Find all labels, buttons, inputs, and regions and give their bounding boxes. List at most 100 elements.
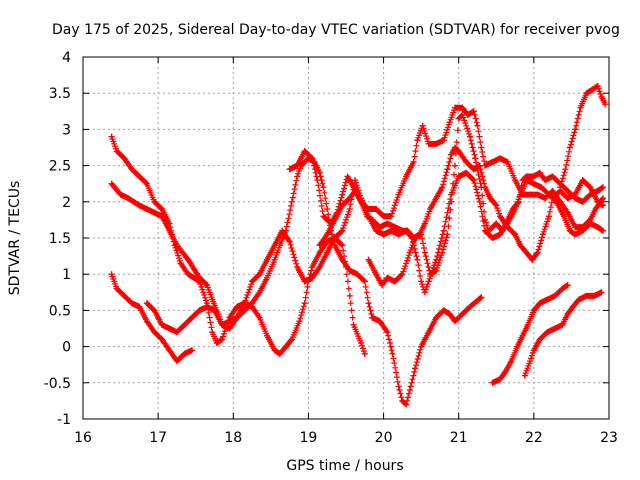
y-tick-label: 2 xyxy=(62,195,71,211)
data-point xyxy=(373,227,380,234)
series-track-5 xyxy=(286,104,606,231)
data-point xyxy=(433,195,440,202)
y-tick-label: 4 xyxy=(62,50,71,66)
data-point xyxy=(421,249,428,256)
data-point xyxy=(143,318,150,325)
data-point xyxy=(512,177,519,184)
chart-title: Day 175 of 2025, Sidereal Day-to-day VTE… xyxy=(52,22,620,38)
data-point xyxy=(470,108,477,115)
data-point xyxy=(410,158,417,165)
data-point xyxy=(296,318,303,325)
data-point xyxy=(399,271,406,278)
data-point xyxy=(213,339,220,346)
data-point xyxy=(587,184,594,191)
data-point xyxy=(508,358,515,365)
data-point xyxy=(459,111,466,118)
y-tick-label: 0.5 xyxy=(49,303,71,319)
data-point xyxy=(470,177,477,184)
data-point xyxy=(478,294,485,301)
data-point xyxy=(594,198,601,205)
data-point xyxy=(579,177,586,184)
data-point xyxy=(527,191,534,198)
data-point xyxy=(560,213,567,220)
data-point xyxy=(403,173,410,180)
data-point xyxy=(203,282,210,289)
data-point xyxy=(594,224,601,231)
data-point xyxy=(557,184,564,191)
data-point xyxy=(440,307,447,314)
data-point xyxy=(406,387,413,394)
data-point xyxy=(121,292,128,299)
data-point xyxy=(448,198,455,205)
data-point xyxy=(173,358,180,365)
data-point xyxy=(493,220,500,227)
data-point xyxy=(166,227,173,234)
data-point xyxy=(529,256,536,263)
data-point xyxy=(444,231,451,238)
data-point xyxy=(474,122,481,129)
data-point xyxy=(264,274,271,281)
data-point xyxy=(564,311,571,318)
data-point xyxy=(121,155,128,162)
data-point xyxy=(406,249,413,256)
data-point xyxy=(534,191,541,198)
data-point xyxy=(519,332,526,339)
data-point xyxy=(482,184,489,191)
data-point xyxy=(395,383,402,390)
x-tick-label: 18 xyxy=(224,430,242,446)
data-point xyxy=(271,242,278,249)
data-point xyxy=(497,155,504,162)
data-point xyxy=(234,303,241,310)
data-point xyxy=(294,173,301,180)
data-point xyxy=(530,180,537,187)
data-point xyxy=(459,311,466,318)
data-point xyxy=(316,263,323,270)
data-point xyxy=(276,350,283,357)
data-point xyxy=(143,300,150,307)
data-point xyxy=(444,166,451,173)
data-point xyxy=(538,184,545,191)
data-point xyxy=(320,213,327,220)
data-point xyxy=(476,198,483,205)
data-point xyxy=(497,376,504,383)
data-point xyxy=(388,213,395,220)
data-point xyxy=(579,198,586,205)
series-track-10 xyxy=(557,82,609,191)
data-point xyxy=(346,195,353,202)
data-point xyxy=(583,292,590,299)
data-point xyxy=(136,173,143,180)
data-point xyxy=(559,321,566,328)
data-point xyxy=(361,350,368,357)
data-point xyxy=(196,307,203,314)
data-point xyxy=(523,249,530,256)
data-point xyxy=(590,292,597,299)
data-point xyxy=(309,274,316,281)
data-point xyxy=(470,166,477,173)
data-point xyxy=(331,242,338,249)
data-point xyxy=(346,267,353,274)
data-point xyxy=(294,263,301,270)
data-point xyxy=(572,231,579,238)
data-point xyxy=(384,329,391,336)
data-point xyxy=(301,278,308,285)
data-point xyxy=(314,177,321,184)
data-point xyxy=(158,321,165,328)
data-point xyxy=(177,260,184,267)
data-point xyxy=(433,267,440,274)
series-track-6 xyxy=(365,111,606,289)
data-point xyxy=(113,285,120,292)
series-track-4 xyxy=(143,155,485,408)
data-point xyxy=(358,198,365,205)
data-point xyxy=(108,271,115,278)
data-point xyxy=(324,249,331,256)
data-point xyxy=(577,104,584,111)
data-point xyxy=(509,206,516,213)
data-point xyxy=(188,347,195,354)
y-tick-label: 2.5 xyxy=(49,159,71,175)
y-axis-label: SDTVAR / TECUs xyxy=(7,181,23,296)
data-point xyxy=(379,282,386,289)
data-point xyxy=(151,209,158,216)
series-group xyxy=(108,82,609,408)
data-point xyxy=(324,206,331,213)
data-point xyxy=(288,198,295,205)
